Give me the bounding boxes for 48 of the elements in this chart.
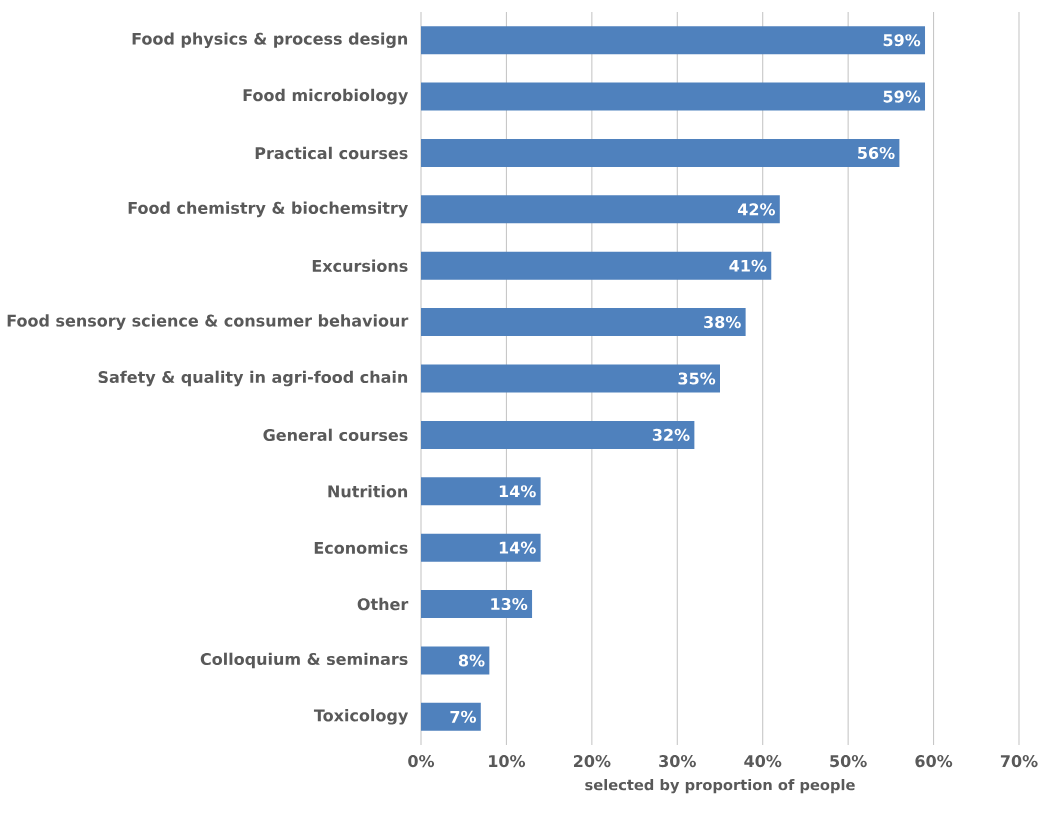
y-tick-label: Other	[357, 597, 409, 611]
bar	[421, 533, 541, 562]
x-tick-label: 0%	[408, 755, 435, 768]
data-label: 14%	[499, 485, 536, 498]
data-label: 32%	[652, 428, 690, 441]
y-tick-label: Colloquium & seminars	[200, 652, 408, 669]
y-tick-label: Excursions	[312, 259, 408, 272]
data-label: 14%	[499, 541, 536, 554]
y-tick-label: Economics	[314, 541, 408, 554]
data-label: 59%	[883, 90, 921, 103]
bar	[421, 364, 720, 393]
x-axis-title: selected by proportion of people	[585, 778, 855, 794]
y-tick-label: Practical courses	[255, 146, 408, 160]
y-tick-label: Nutrition	[328, 485, 408, 498]
bar	[421, 477, 541, 506]
data-label: 59%	[883, 34, 921, 47]
x-tick-label: 10%	[489, 755, 526, 768]
bar	[421, 26, 926, 55]
y-tick-label: Food microbiology	[243, 88, 409, 105]
x-tick-label: 50%	[830, 755, 867, 768]
data-label: 35%	[678, 372, 716, 385]
bar	[421, 82, 926, 111]
y-tick-label: General courses	[263, 428, 408, 442]
bar	[421, 308, 746, 337]
bar	[421, 195, 780, 224]
bar	[421, 590, 533, 619]
y-tick-label: Food physics & process design	[132, 32, 408, 48]
bar	[421, 138, 900, 167]
data-label: 42%	[737, 203, 776, 216]
y-tick-label: Toxicology	[313, 709, 409, 725]
x-tick-label: 60%	[915, 755, 953, 768]
bar	[421, 420, 695, 449]
data-label: 38%	[704, 316, 741, 329]
y-tick-label: Food sensory science & consumer behaviour	[7, 314, 409, 330]
data-label: 13%	[491, 597, 528, 611]
y-tick-label: Safety & quality in agri-food chain	[98, 370, 408, 387]
data-label: 8%	[458, 654, 485, 667]
x-tick-label: 70%	[1000, 755, 1038, 768]
y-tick-label: Food chemistry & biochemsitry	[128, 201, 408, 218]
x-tick-label: 20%	[573, 755, 611, 768]
bar	[421, 251, 772, 280]
x-tick-label: 30%	[659, 755, 696, 768]
data-label: 41%	[729, 259, 767, 272]
data-label: 56%	[858, 146, 895, 160]
data-label: 7%	[450, 710, 477, 723]
bar	[421, 702, 481, 731]
bar	[421, 646, 490, 675]
x-tick-label: 40%	[744, 755, 782, 768]
